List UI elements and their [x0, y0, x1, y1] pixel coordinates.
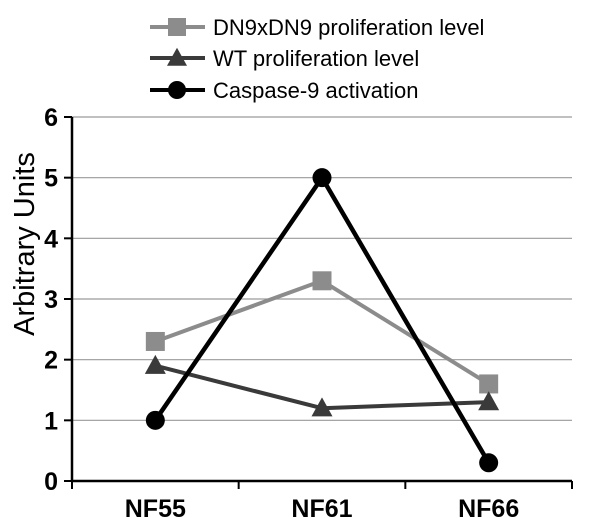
legend-label: DN9xDN9 proliferation level	[213, 15, 484, 40]
data-point	[311, 397, 333, 417]
legend-marker	[168, 18, 186, 36]
data-point	[145, 331, 165, 351]
series-2	[144, 354, 500, 417]
legend: DN9xDN9 proliferation level WT proliferat…	[150, 15, 484, 103]
axes: 0 1 2 3 4 5 6 NF55 NF61 NF66	[44, 104, 573, 518]
legend-item-1: DN9xDN9 proliferation level	[150, 15, 484, 40]
data-point	[312, 271, 332, 291]
y-tick-label: 6	[44, 104, 58, 132]
y-tick-label: 1	[44, 407, 58, 435]
y-tick-label: 4	[44, 225, 58, 253]
y-tick-label: 5	[44, 165, 58, 193]
y-tick-label: 3	[44, 286, 58, 314]
series-line	[154, 278, 490, 386]
data-point	[312, 168, 332, 188]
x-tick-label: NF61	[291, 495, 352, 518]
data-point	[479, 374, 499, 394]
legend-marker	[168, 81, 186, 99]
legend-item-2: WT proliferation level	[150, 46, 419, 71]
legend-label: Caspase-9 activation	[213, 78, 418, 103]
legend-marker	[167, 47, 187, 66]
y-axis-label: Arbitrary Units	[9, 152, 41, 336]
data-point	[479, 453, 499, 473]
data-point	[478, 391, 500, 411]
series-layer	[144, 168, 500, 473]
legend-item-3: Caspase-9 activation	[150, 78, 418, 103]
y-tick-label: 0	[44, 468, 58, 496]
series-1	[145, 271, 499, 394]
data-point	[145, 410, 165, 430]
legend-label: WT proliferation level	[213, 46, 419, 71]
x-tick-label: NF55	[125, 495, 186, 518]
y-tick-label: 2	[44, 347, 58, 375]
x-tick-label: NF66	[458, 495, 519, 518]
series-3	[145, 168, 499, 473]
data-point	[144, 354, 166, 374]
